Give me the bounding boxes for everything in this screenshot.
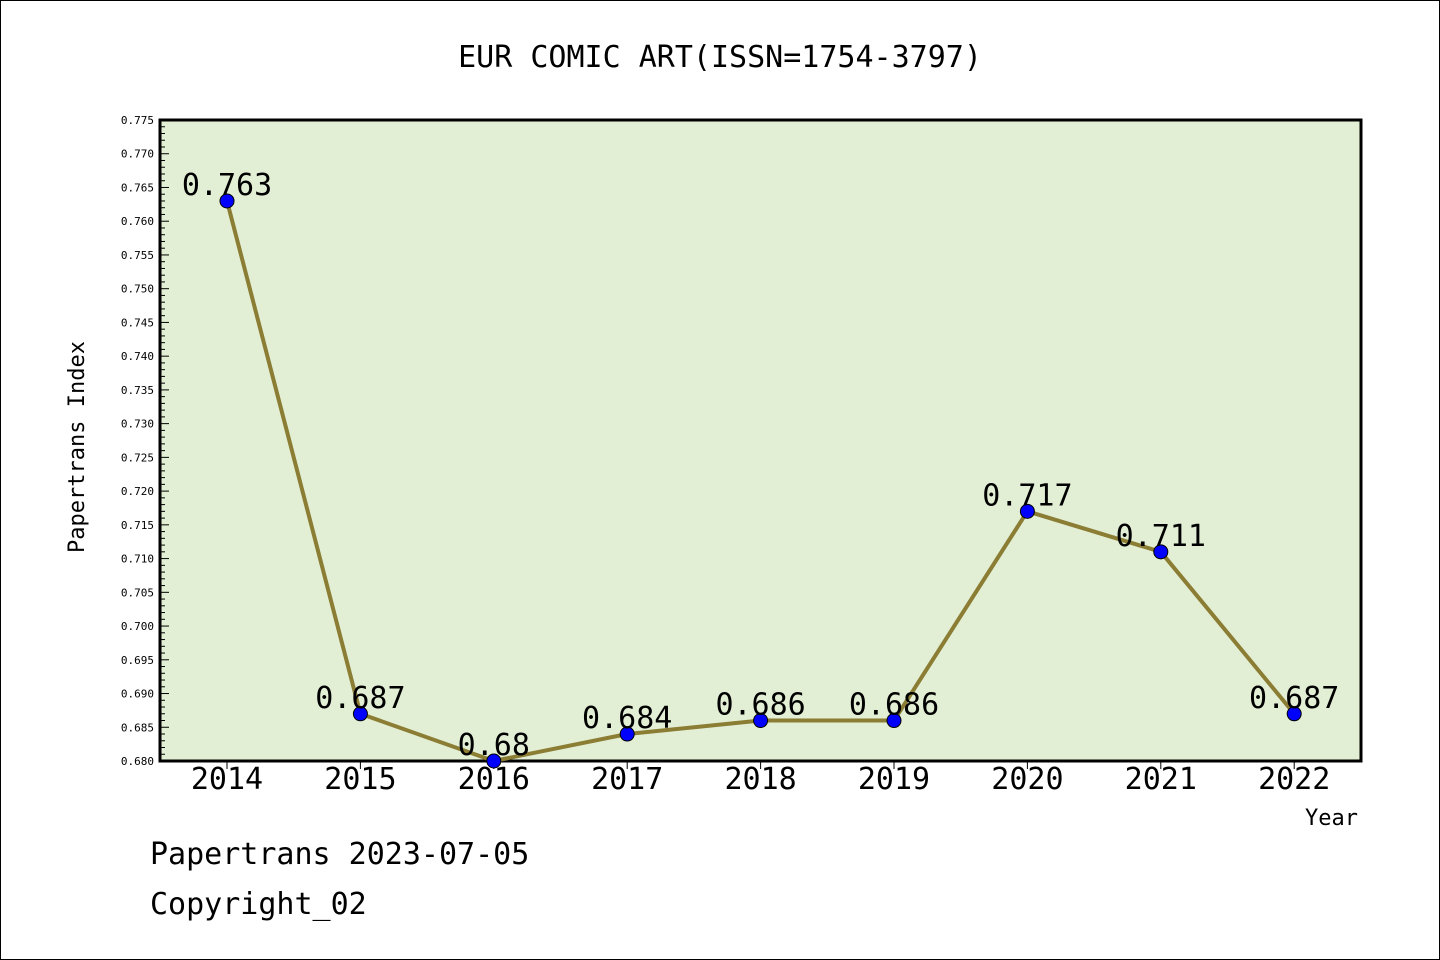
data-label: 0.68 — [458, 728, 530, 763]
data-point — [1153, 544, 1169, 560]
y-tick-label: 0.735 — [121, 384, 154, 397]
data-point — [1286, 706, 1302, 722]
y-tick-label: 0.725 — [121, 451, 154, 464]
x-axis-label: Year — [1305, 806, 1358, 831]
data-point — [753, 713, 769, 729]
data-point — [1019, 503, 1035, 519]
y-tick-label: 0.740 — [121, 350, 154, 363]
y-tick-label: 0.760 — [121, 215, 154, 228]
data-label: 0.684 — [582, 701, 672, 736]
y-tick-label: 0.765 — [121, 181, 154, 194]
data-point — [886, 713, 902, 729]
data-label: 0.711 — [1116, 519, 1206, 554]
y-tick-label: 0.730 — [121, 418, 154, 431]
data-label: 0.686 — [849, 688, 939, 723]
data-point — [352, 706, 368, 722]
x-tick-label: 2020 — [991, 762, 1063, 797]
series-layer: 0.763 0.687 0.68 0.684 0.686 0.686 0.717 0.711 0… — [182, 168, 1339, 769]
data-label: 0.763 — [182, 168, 272, 203]
data-label: 0.717 — [982, 478, 1072, 513]
y-tick-label: 0.745 — [121, 316, 154, 329]
plot-area — [158, 118, 1363, 763]
y-axis-label: Papertrans Index — [65, 341, 90, 553]
y-tick-label: 0.700 — [121, 620, 154, 633]
data-label: 0.687 — [315, 681, 405, 716]
data-point — [619, 726, 635, 742]
x-tick-label: 2019 — [858, 762, 930, 797]
data-point — [219, 193, 235, 209]
x-tick-label: 2014 — [191, 762, 263, 797]
y-tick-label: 0.695 — [121, 654, 154, 667]
y-tick-label: 0.680 — [121, 755, 154, 768]
x-axis-ticks: 2014 2015 2016 2017 2018 2019 2020 2021 2022 — [191, 761, 1330, 797]
footer-copyright: Copyright_02 — [150, 887, 367, 922]
y-axis-ticks: 0.680 0.685 0.690 0.695 0.700 0.705 0.710 0.715… — [121, 114, 169, 768]
y-tick-label: 0.755 — [121, 249, 154, 262]
x-tick-label: 2021 — [1125, 762, 1197, 797]
y-tick-label: 0.770 — [121, 148, 154, 161]
y-tick-label: 0.715 — [121, 519, 154, 532]
y-tick-label: 0.710 — [121, 553, 154, 566]
chart-title: EUR COMIC ART(ISSN=1754-3797) — [458, 40, 982, 75]
x-tick-label: 2017 — [591, 762, 663, 797]
y-tick-label: 0.750 — [121, 283, 154, 296]
y-tick-label: 0.775 — [121, 114, 154, 127]
data-point — [486, 753, 502, 769]
x-tick-label: 2018 — [724, 762, 796, 797]
x-tick-label: 2015 — [324, 762, 396, 797]
y-tick-label: 0.685 — [121, 721, 154, 734]
y-tick-label: 0.720 — [121, 485, 154, 498]
footer-date: Papertrans 2023-07-05 — [150, 837, 529, 872]
y-tick-label: 0.690 — [121, 688, 154, 701]
y-tick-label: 0.705 — [121, 586, 154, 599]
data-label: 0.686 — [715, 688, 805, 723]
x-tick-label: 2022 — [1258, 762, 1330, 797]
data-label: 0.687 — [1249, 681, 1339, 716]
